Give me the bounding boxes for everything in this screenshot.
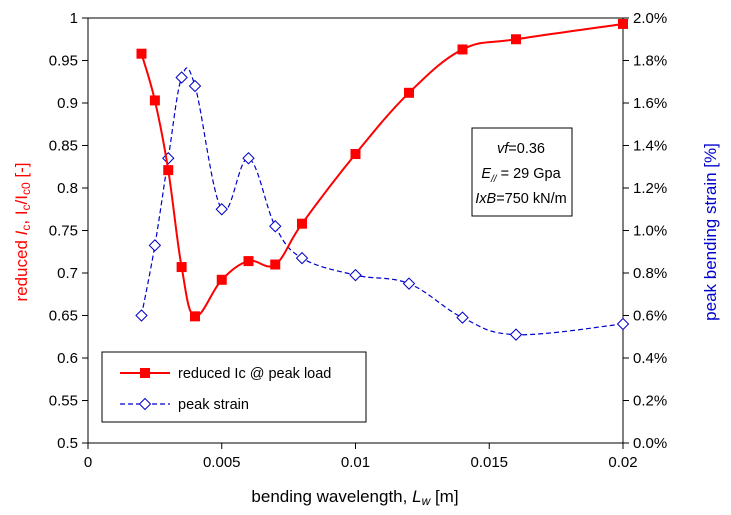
right-tick-label: 2.0% — [633, 10, 667, 27]
reduced-ic-point — [216, 274, 227, 285]
legend-label-ic: reduced Ic @ peak load — [178, 366, 331, 382]
peak-strain-point — [456, 311, 469, 324]
left-tick-label: 0.65 — [49, 308, 78, 325]
right-tick-label: 0.8% — [633, 265, 667, 282]
legend-box — [101, 351, 367, 423]
peak-strain-point — [148, 239, 162, 252]
x-axis-ticks: 0 0.005 0.01 0.015 0.02 — [84, 443, 638, 471]
reduced-ic-point — [618, 18, 628, 29]
reduced-ic-point — [149, 95, 160, 106]
left-tick-label: 0.8 — [57, 180, 78, 197]
reduced-ic-point — [404, 87, 414, 98]
left-tick-label: 0.55 — [49, 393, 78, 410]
reduced-ic-point — [457, 44, 468, 55]
legend-marker-ic — [140, 368, 150, 378]
left-axis-ticks: 0.5 0.55 0.6 0.65 0.7 0.75 0.8 0.85 0.9 0.95 1 — [49, 10, 88, 452]
annotation-e: E// = 29 Gpa — [481, 166, 561, 185]
left-tick-label: 0.7 — [57, 265, 78, 282]
peak-strain-point — [349, 268, 362, 282]
reduced-ic-point — [297, 218, 307, 229]
peak-strain-point — [269, 220, 282, 233]
right-axis-title: peak bending strain [%] — [701, 143, 720, 321]
right-axis-ticks: 0.0% 0.2% 0.4% 0.6% 0.8% 1.0% 1.2% 1.4% 1.6% 1.8%… — [623, 10, 667, 452]
right-tick-label: 1.0% — [633, 223, 667, 240]
right-tick-label: 1.6% — [633, 95, 667, 112]
reduced-ic-point — [270, 259, 281, 270]
peak-strain-point — [188, 79, 202, 93]
peak-strain-point — [402, 277, 416, 290]
peak-strain-point — [509, 328, 523, 341]
legend-marker-strain — [138, 397, 152, 411]
right-tick-label: 0.6% — [633, 308, 667, 325]
reduced-ic-point — [136, 48, 147, 59]
annotation-ixb: IxB=750 kN/m — [475, 191, 566, 207]
x-tick-label: 0.005 — [203, 454, 241, 471]
peak-strain-point — [135, 309, 148, 322]
peak-strain-point — [242, 152, 255, 165]
right-tick-label: 0.0% — [633, 435, 667, 452]
peak-strain-point — [175, 71, 188, 84]
peak-strain-point — [295, 251, 309, 265]
right-tick-label: 1.8% — [633, 53, 667, 70]
left-tick-label: 0.85 — [49, 138, 78, 155]
annotation-vf: vf=0.36 — [497, 141, 545, 157]
legend-label-strain: peak strain — [178, 397, 249, 413]
x-axis-title: bending wavelength, Lw [m] — [251, 487, 458, 508]
reduced-ic-point — [176, 262, 187, 273]
right-tick-label: 0.2% — [633, 393, 667, 410]
right-tick-label: 1.2% — [633, 180, 667, 197]
left-tick-label: 0.9 — [57, 95, 78, 112]
right-tick-label: 1.4% — [633, 138, 667, 155]
left-tick-label: 0.6 — [57, 350, 78, 367]
peak-strain-point — [616, 317, 630, 331]
left-tick-label: 0.75 — [49, 223, 78, 240]
x-tick-label: 0 — [84, 454, 92, 471]
right-tick-label: 0.4% — [633, 350, 667, 367]
annotation-box — [471, 127, 573, 217]
reduced-ic-point — [350, 149, 361, 159]
reduced-ic-point — [511, 34, 521, 45]
reduced-ic-point — [163, 165, 174, 176]
left-tick-label: 0.5 — [57, 435, 78, 452]
peak-strain-point — [215, 203, 228, 216]
series-layer — [135, 18, 630, 341]
reduced-ic-point — [190, 311, 200, 322]
x-tick-label: 0.015 — [470, 454, 508, 471]
reduced-ic-point — [243, 256, 254, 267]
left-axis-title: reduced Ic, Ic/Ic0 [-] — [12, 162, 33, 301]
x-tick-label: 0.02 — [608, 454, 637, 471]
x-tick-label: 0.01 — [341, 454, 370, 471]
left-tick-label: 0.95 — [49, 53, 78, 70]
left-tick-label: 1 — [70, 10, 78, 27]
